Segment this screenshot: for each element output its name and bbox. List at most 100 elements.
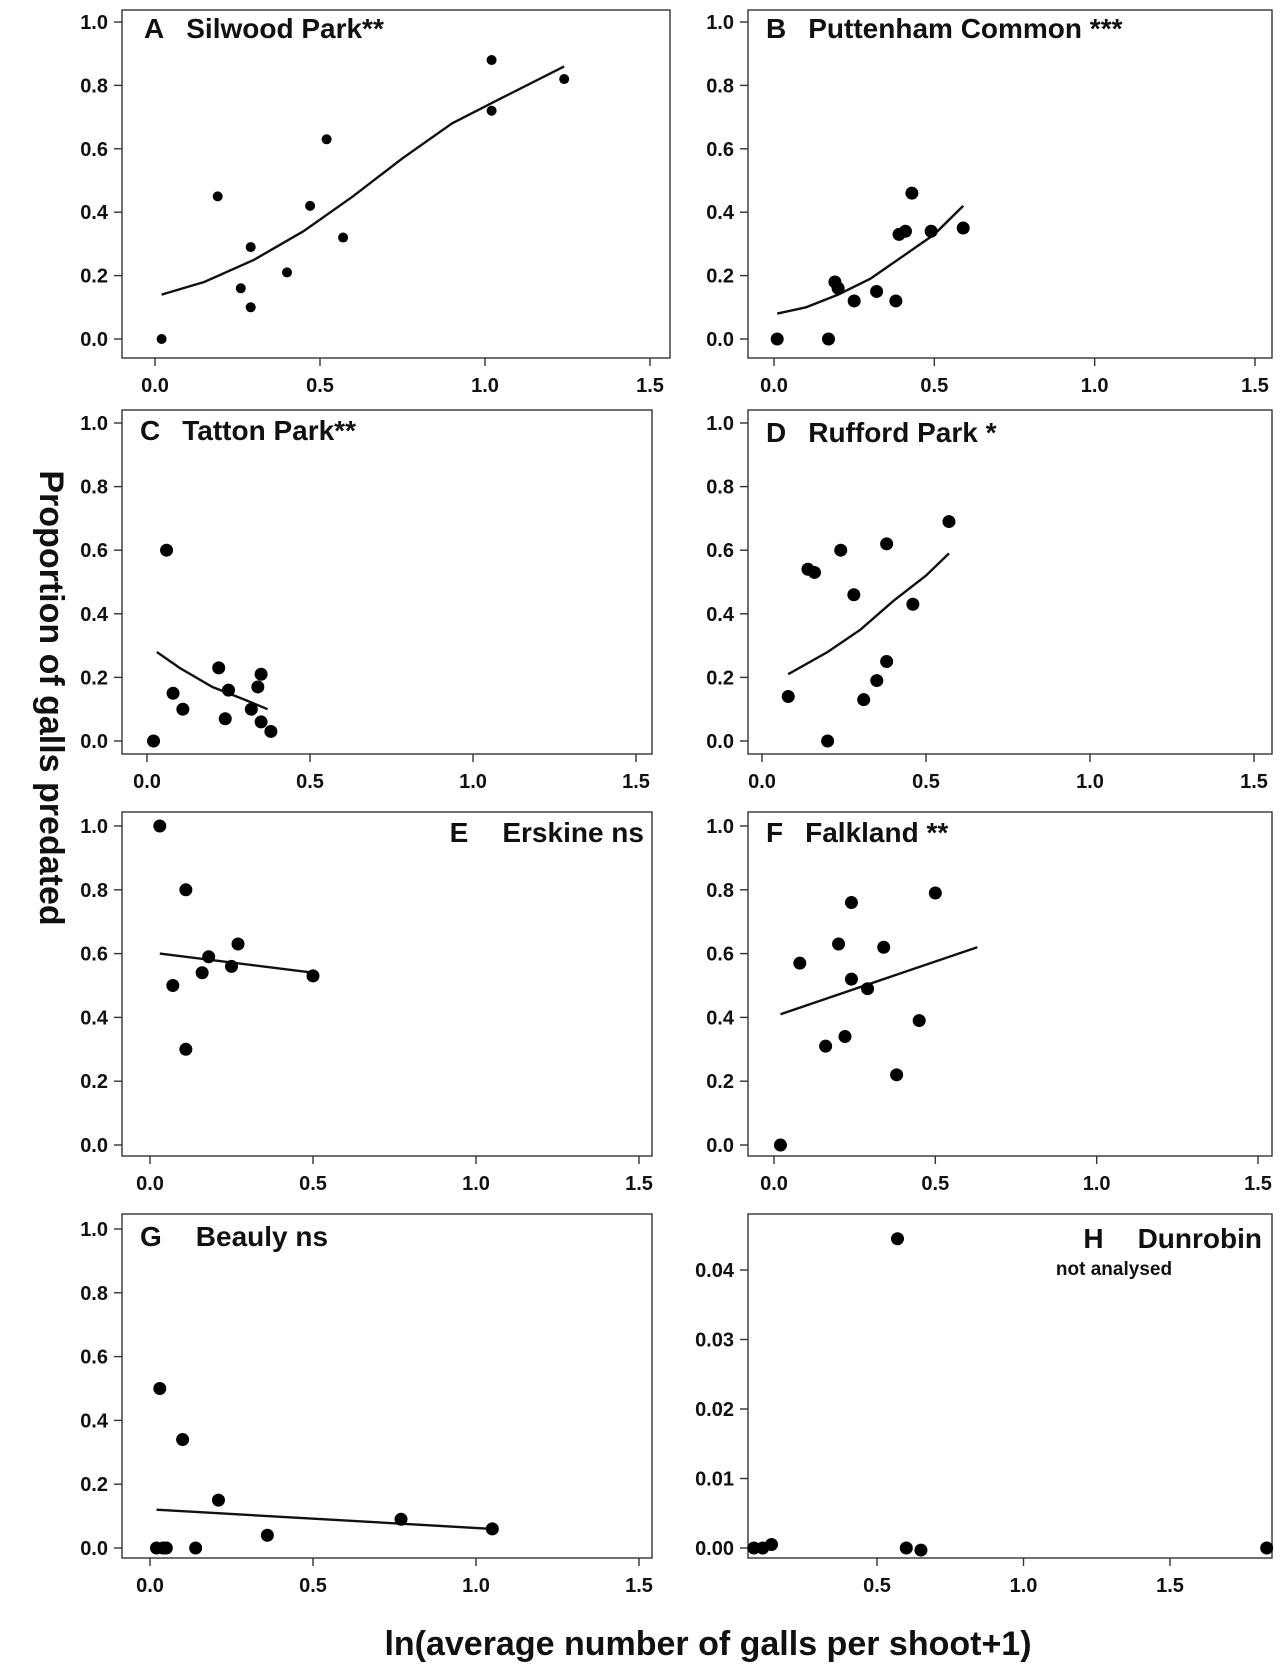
data-point — [225, 959, 238, 973]
data-point — [235, 283, 246, 294]
x-tick-label: 0.5 — [306, 375, 334, 397]
x-tick-label: 1.0 — [462, 1575, 490, 1597]
y-tick-label: 0.6 — [80, 1347, 108, 1369]
y-tick-label: 0.0 — [80, 329, 108, 351]
y-tick-label: 0.8 — [706, 880, 734, 902]
data-point — [857, 693, 871, 707]
data-point — [245, 302, 256, 313]
y-tick-label: 0.4 — [706, 604, 735, 626]
panel-g: 0.0 0.2 0.4 0.6 0.8 1.0 0.0 0.5 1.0 1.5 G Beauly ns — [80, 1213, 653, 1597]
y-tick-label: 0.2 — [706, 667, 734, 689]
data-point — [244, 702, 258, 716]
y-tick-label: 0.6 — [706, 139, 734, 161]
x-tick-label: 0.5 — [863, 1575, 891, 1597]
panel-site-name: Erskine ns — [502, 817, 644, 848]
data-point — [899, 1541, 913, 1555]
panel-letter: D — [766, 417, 786, 448]
data-point — [870, 284, 884, 298]
data-point — [1260, 1541, 1274, 1555]
plot-frame — [747, 409, 1273, 755]
data-point — [211, 1493, 225, 1507]
x-tick-label: 0.5 — [921, 1173, 949, 1195]
data-point — [770, 332, 784, 346]
data-point — [394, 1512, 408, 1526]
y-tick-label: 0.0 — [80, 1135, 108, 1157]
panel-letter: G — [140, 1221, 162, 1252]
data-point — [898, 224, 912, 238]
y-tick-label: 0.8 — [80, 477, 108, 499]
x-tick-label: 0.5 — [299, 1575, 327, 1597]
data-point — [844, 972, 858, 986]
data-point — [321, 134, 332, 145]
data-point — [159, 1541, 173, 1555]
x-tick-label: 0.0 — [136, 1173, 164, 1195]
panel-title: G Beauly ns — [140, 1221, 328, 1252]
y-tick-label: 0.4 — [80, 202, 109, 224]
panel-site-name: Tatton Park** — [182, 415, 356, 446]
plot-frame — [121, 811, 653, 1157]
y-tick-label: 1.0 — [706, 413, 734, 435]
y-tick-label: 0.4 — [80, 1007, 109, 1029]
plot-frame — [747, 811, 1273, 1157]
x-tick-label: 1.5 — [625, 1575, 653, 1597]
data-point — [202, 950, 216, 964]
x-tick-label: 0.0 — [760, 1173, 788, 1195]
plot-frame — [121, 9, 671, 359]
data-point — [889, 294, 903, 308]
panel-letter: E — [450, 817, 469, 848]
panel-h: 0.00 0.01 0.02 0.03 0.04 0.5 1.0 1.5 H Dunrobin no… — [695, 1213, 1274, 1597]
panel-letter: F — [766, 817, 783, 848]
y-tick-label: 0.6 — [706, 944, 734, 966]
data-point — [195, 966, 209, 980]
y-tick-label: 0.8 — [80, 1283, 108, 1305]
data-point — [870, 674, 884, 688]
data-point — [306, 969, 320, 983]
data-point — [218, 712, 232, 726]
y-tick-label: 0.6 — [80, 540, 108, 562]
y-tick-label: 0.03 — [695, 1330, 734, 1352]
y-tick-label: 0.8 — [706, 75, 734, 97]
y-tick-label: 1.0 — [80, 816, 108, 838]
data-point — [838, 1030, 852, 1044]
data-point — [559, 74, 570, 85]
fit-line — [776, 205, 965, 315]
panel-e: 0.0 0.2 0.4 0.6 0.8 1.0 0.0 0.5 1.0 1.5 E Erskine n… — [80, 811, 653, 1195]
y-tick-label: 0.6 — [80, 139, 108, 161]
data-point — [264, 724, 278, 738]
panel-b: 0.0 0.2 0.4 0.6 0.8 1.0 0.0 0.5 1.0 1.5 B Puttenham… — [706, 9, 1273, 397]
plot-frame — [747, 9, 1273, 359]
y-tick-label: 0.02 — [695, 1399, 734, 1421]
data-point — [905, 186, 919, 200]
data-point — [832, 937, 846, 951]
data-point — [282, 267, 292, 278]
y-tick-label: 1.0 — [80, 12, 108, 34]
y-tick-label: 0.8 — [706, 477, 734, 499]
x-tick-label: 1.5 — [636, 375, 664, 397]
x-tick-label: 1.0 — [1010, 1575, 1038, 1597]
x-tick-label: 1.5 — [622, 771, 650, 793]
panel-letter: B — [766, 13, 786, 44]
panel-title: E Erskine ns — [450, 817, 644, 848]
x-tick-label: 0.0 — [760, 375, 788, 397]
y-tick-label: 1.0 — [80, 1219, 108, 1241]
panel-a: 0.0 0.2 0.4 0.6 0.8 1.0 0.0 0.5 1.0 1.5 A Silwood P… — [80, 9, 671, 397]
x-tick-label: 0.5 — [296, 771, 324, 793]
data-point — [166, 686, 180, 700]
data-point — [153, 1382, 167, 1395]
y-tick-label: 1.0 — [706, 12, 734, 34]
data-point — [486, 55, 497, 66]
data-point — [880, 655, 894, 668]
x-tick-label: 1.0 — [1083, 1173, 1111, 1195]
data-point — [179, 883, 193, 897]
fit-line — [161, 65, 565, 296]
y-tick-label: 0.0 — [706, 731, 734, 753]
x-tick-label: 0.5 — [912, 771, 940, 793]
y-tick-label: 0.4 — [80, 1410, 109, 1432]
data-point — [305, 200, 316, 211]
panel-f: 0.0 0.2 0.4 0.6 0.8 1.0 0.0 0.5 1.0 1.5 F Falkland … — [706, 811, 1273, 1195]
data-point — [486, 105, 497, 116]
y-tick-label: 0.4 — [706, 202, 735, 224]
x-axis-title: ln(average number of galls per shoot+1) — [384, 1625, 1031, 1663]
data-point — [176, 702, 190, 716]
y-tick-label: 0.0 — [80, 1538, 108, 1560]
